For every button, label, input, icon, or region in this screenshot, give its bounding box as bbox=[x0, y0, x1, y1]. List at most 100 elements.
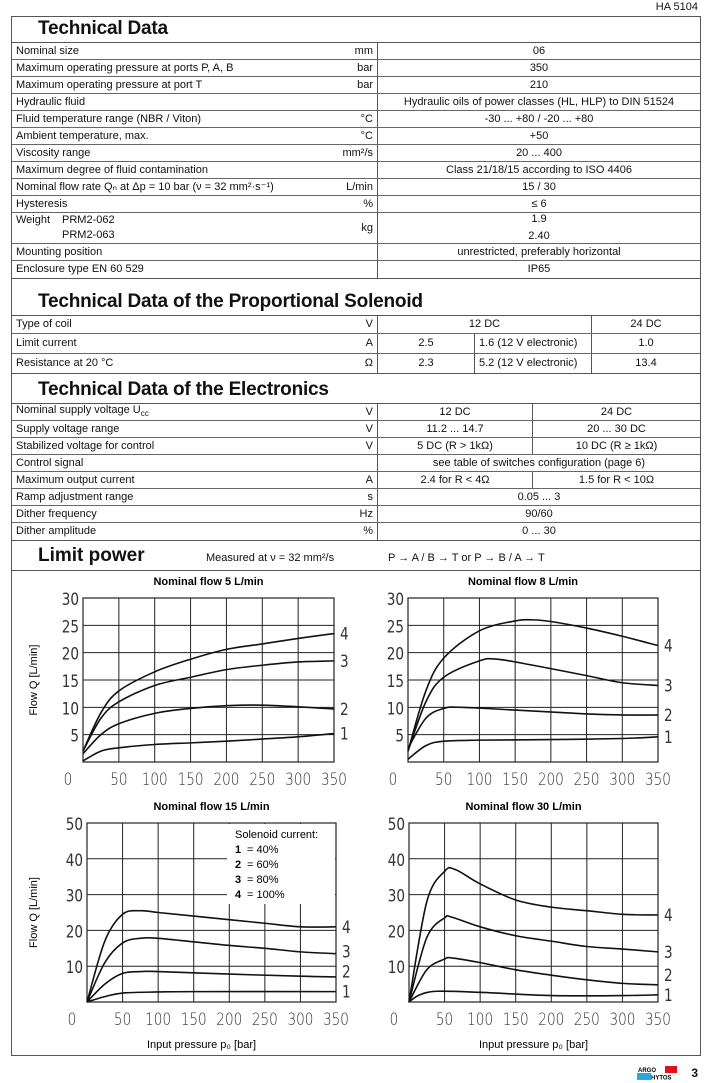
series-label: 1 bbox=[664, 727, 673, 747]
row-label-cell: Ramp adjustment range s bbox=[12, 489, 378, 505]
value-12v-electronic: 5.2 (12 V electronic) bbox=[475, 354, 592, 373]
value-12v-electronic: 1.6 (12 V electronic) bbox=[475, 334, 592, 353]
value-text: 2.5 bbox=[418, 337, 434, 349]
series-label: 1 bbox=[340, 724, 349, 744]
row-unit: L/min bbox=[346, 180, 373, 193]
plot-border bbox=[82, 597, 335, 763]
plot-border bbox=[86, 822, 337, 1003]
row-label: Maximum degree of fluid contamination bbox=[16, 163, 208, 176]
series-line-2 bbox=[82, 704, 335, 755]
series-label: 3 bbox=[664, 676, 673, 696]
row-unit: A bbox=[365, 337, 373, 349]
row-label-cell: Hysteresis% bbox=[12, 196, 378, 212]
row-unit: A bbox=[365, 473, 373, 486]
series-label: 2 bbox=[664, 706, 673, 726]
x-tick-label: 100 bbox=[145, 1010, 171, 1030]
section-title: Technical Data bbox=[38, 18, 168, 39]
row-unit: mm²/s bbox=[342, 146, 373, 159]
row-label: Hydraulic fluid bbox=[16, 95, 86, 108]
row-unit: bar bbox=[357, 78, 373, 91]
label-subscript: cc bbox=[140, 409, 149, 419]
row-label-cell: Nominal flow rate Qₙ at Δp = 10 bar (ν =… bbox=[12, 179, 378, 195]
row-value: 0 ... 30 bbox=[378, 523, 700, 540]
value-text: +50 bbox=[529, 129, 549, 142]
electronics-header: Technical Data of the Electronics bbox=[12, 374, 700, 403]
row-label: Resistance at 20 °C bbox=[16, 357, 114, 369]
row-label-wrap: Maximum output current bbox=[16, 474, 135, 486]
row-unit: °C bbox=[360, 129, 373, 142]
value-text: 11.2 ... 14.7 bbox=[426, 422, 484, 435]
row-label-cell: Viscosity range mm²/s bbox=[12, 145, 378, 161]
y-tick-label: 5 bbox=[70, 726, 79, 746]
y-tick-label: 25 bbox=[62, 617, 79, 637]
x-tick-label: 200 bbox=[538, 1010, 564, 1030]
value-text: 12 DC bbox=[468, 318, 501, 330]
row-unit: V bbox=[365, 422, 373, 435]
series-line-3 bbox=[86, 936, 337, 1003]
series-line-1 bbox=[86, 990, 337, 1003]
electronics-table: Nominal supply voltage Ucc V 12 DC 24 DC Sup… bbox=[12, 403, 700, 541]
argo-hytos-logo: ARGO HYTOS bbox=[637, 1066, 677, 1080]
table-row: Hysteresis% ≤ 6 bbox=[12, 196, 700, 213]
value-text: 350 bbox=[529, 61, 549, 74]
row-label: Nominal size bbox=[16, 44, 79, 57]
value-24v: 24 DC bbox=[533, 404, 700, 420]
row-unit: V bbox=[365, 318, 373, 330]
svg-text:HYTOS: HYTOS bbox=[651, 1076, 672, 1081]
y-tick-label: 25 bbox=[387, 617, 404, 637]
row-label-cell: Ambient temperature, max. °C bbox=[12, 128, 378, 144]
series-label: 2 bbox=[342, 962, 351, 982]
row-label-cell: Maximum operating pressure at port T bar bbox=[12, 77, 378, 93]
weight-labels: Weight PRM2-062 PRM2-063 bbox=[16, 215, 115, 241]
series-line-4 bbox=[407, 618, 659, 752]
y-tick-label: 10 bbox=[387, 699, 404, 719]
row-label: Viscosity range bbox=[16, 146, 91, 159]
x-tick-label: 0 bbox=[68, 1010, 77, 1030]
value-12v: 2.5 bbox=[378, 334, 475, 353]
value-text: see table of switches configuration (pag… bbox=[432, 456, 646, 469]
value-24v: 20 ... 30 DC bbox=[533, 421, 700, 437]
y-tick-label: 10 bbox=[388, 958, 405, 978]
x-tick-label: 50 bbox=[110, 770, 127, 790]
row-value: 210 bbox=[378, 77, 700, 93]
legend-key: 4 bbox=[235, 889, 242, 901]
row-label: Nominal supply voltage U bbox=[16, 404, 141, 417]
series-line-1 bbox=[408, 990, 659, 1003]
x-tick-label: 200 bbox=[213, 770, 239, 790]
x-tick-label: 50 bbox=[435, 770, 452, 790]
value-text: 210 bbox=[529, 78, 549, 91]
series-line-1 bbox=[407, 736, 659, 760]
series-label: 4 bbox=[664, 906, 673, 926]
legend-key: 2 bbox=[235, 859, 241, 871]
x-axis-label: Input pressure p₀ [bar] bbox=[479, 1039, 588, 1051]
solenoid-header: Technical Data of the Proportional Solen… bbox=[12, 279, 700, 315]
y-tick-label: 20 bbox=[62, 644, 79, 664]
table-row: Type of coil V 12 DC 24 DC bbox=[12, 316, 700, 334]
row-unit: Ω bbox=[364, 357, 373, 369]
value-text: 0 ... 30 bbox=[522, 525, 556, 537]
y-tick-label: 15 bbox=[62, 672, 79, 692]
row-unit: bar bbox=[357, 61, 373, 74]
value-text: Hydraulic oils of power classes (HL, HLP… bbox=[403, 95, 675, 108]
row-label: Maximum operating pressure at ports P, A… bbox=[16, 61, 234, 74]
row-label: Fluid temperature range (NBR / Viton) bbox=[16, 112, 202, 125]
value-text: 12 DC bbox=[439, 405, 471, 418]
value-text: 1.5 for R < 10Ω bbox=[578, 473, 655, 486]
row-label-wrap: Ramp adjustment range bbox=[16, 491, 133, 503]
y-tick-label: 10 bbox=[66, 958, 83, 978]
x-tick-label: 0 bbox=[64, 770, 73, 790]
value-12v: 12 DC bbox=[378, 404, 533, 420]
row-label-cell: Hydraulic fluid bbox=[12, 94, 378, 110]
value-text: 5.2 (12 V electronic) bbox=[479, 357, 578, 369]
value-text: 90/60 bbox=[525, 507, 553, 520]
table-row: Ambient temperature, max. °C +50 bbox=[12, 128, 700, 145]
y-tick-label: 20 bbox=[387, 644, 404, 664]
row-value: unrestricted, preferably horizontal bbox=[378, 244, 700, 260]
row-unit: s bbox=[367, 490, 374, 503]
legend-key: 3 bbox=[235, 874, 241, 886]
model-name: PRM2-062 bbox=[62, 214, 115, 226]
x-axis-label: Input pressure p₀ [bar] bbox=[147, 1039, 256, 1051]
plot-border bbox=[408, 822, 659, 1003]
